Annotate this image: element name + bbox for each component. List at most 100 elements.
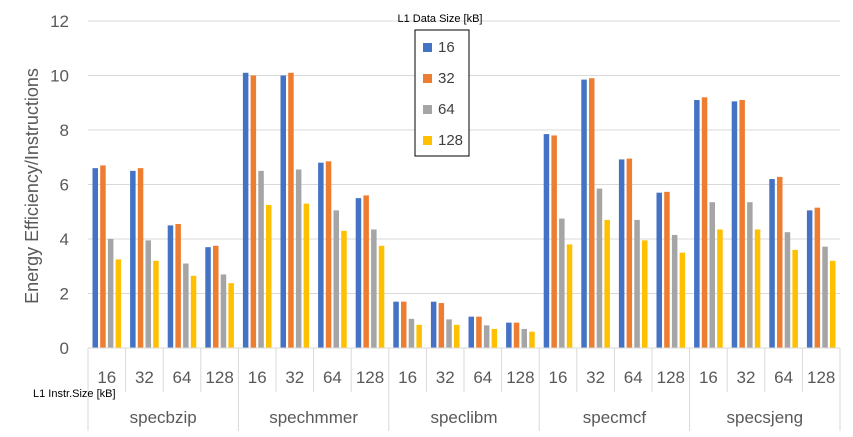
bar: [739, 100, 745, 349]
bar: [280, 75, 286, 348]
bar: [258, 170, 264, 348]
bar: [303, 203, 310, 348]
group-label: specmcf: [583, 408, 647, 427]
bar: [618, 159, 625, 348]
bar: [769, 179, 775, 348]
bar: [671, 234, 678, 348]
bar: [596, 188, 603, 348]
bar: [325, 161, 332, 348]
bars: [92, 72, 836, 349]
bar: [213, 245, 219, 348]
bar: [137, 168, 144, 348]
bar: [717, 229, 723, 348]
bar: [167, 225, 174, 348]
bar: [401, 301, 407, 348]
bar: [205, 247, 211, 348]
bar: [792, 249, 798, 348]
bar: [228, 283, 234, 348]
bar: [371, 229, 377, 348]
bar: [784, 232, 791, 348]
bar: [642, 240, 648, 348]
bar: [333, 210, 339, 348]
x-tick-label: 16: [97, 368, 116, 387]
group-label: spechmmer: [269, 408, 358, 427]
legend-label: 128: [438, 132, 463, 149]
bar: [446, 319, 452, 348]
bar: [513, 322, 520, 348]
bar: [130, 170, 136, 348]
bar: [378, 245, 385, 348]
bar: [363, 195, 369, 348]
bar: [190, 275, 197, 348]
bar: [491, 328, 498, 348]
bar: [777, 176, 783, 348]
bar: [266, 204, 272, 348]
x-tick-label: 32: [737, 368, 756, 387]
x-tick-label: 16: [699, 368, 718, 387]
legend-items: 16 32 64 128: [423, 39, 463, 149]
x-tick-labels: 16 32 64 128 specbzip 16 32 64 128 spechmmer 16 32 6…: [97, 368, 835, 427]
legend-swatch: [423, 43, 432, 52]
y-tick-label: 4: [60, 230, 69, 249]
x-tick-label: 16: [248, 368, 267, 387]
x-tick-label: 128: [807, 368, 835, 387]
bar: [288, 72, 294, 349]
bar: [107, 239, 114, 348]
bar: [242, 72, 249, 349]
bar: [318, 162, 324, 348]
x-tick-label: 16: [398, 368, 417, 387]
bar: [634, 219, 640, 348]
bar: [747, 202, 753, 348]
x-tick-label: 128: [506, 368, 534, 387]
bar: [754, 229, 761, 348]
bar: [468, 316, 474, 348]
bar: [814, 207, 821, 348]
bar: [295, 169, 302, 348]
legend-label: 16: [438, 39, 455, 56]
bar: [153, 260, 159, 348]
x-tick-label: 64: [323, 368, 342, 387]
bar: [438, 303, 445, 348]
x-tick-label: 128: [657, 368, 685, 387]
legend-swatch: [423, 74, 432, 83]
bar: [830, 260, 836, 348]
bar: [806, 210, 813, 348]
bar: [483, 325, 490, 348]
bar: [416, 324, 422, 348]
bar: [220, 274, 227, 348]
bar: [551, 135, 557, 348]
bar: [393, 301, 399, 348]
x-tick-label: 128: [356, 368, 384, 387]
legend: L1 Data Size [kB] 16 32 64 128: [398, 13, 483, 157]
bar: [709, 202, 715, 348]
bar: [250, 75, 257, 348]
bar: [175, 224, 181, 348]
bar: [529, 331, 535, 348]
bar: [731, 101, 738, 348]
x-tick-label: 32: [135, 368, 154, 387]
bar: [115, 259, 122, 348]
x-tick-label: 128: [205, 368, 233, 387]
bar: [664, 191, 670, 348]
legend-swatch: [423, 105, 432, 114]
bar: [183, 263, 189, 348]
y-tick-label: 12: [50, 12, 69, 31]
bar: [566, 244, 573, 348]
group-label: specbzip: [130, 408, 197, 427]
bar: [100, 165, 106, 348]
bar: [92, 168, 98, 348]
bar: [694, 100, 700, 349]
x-tick-label: 32: [436, 368, 455, 387]
axes: [87, 347, 841, 431]
bar: [355, 198, 362, 348]
y-tick-label: 10: [50, 67, 69, 86]
bar: [341, 230, 347, 348]
x-tick-label: 64: [624, 368, 643, 387]
x-tick-label: 16: [549, 368, 568, 387]
bar: [543, 134, 550, 348]
group-label: specsjeng: [727, 408, 804, 427]
bar: [589, 78, 595, 348]
x-tick-label: 32: [586, 368, 605, 387]
bar: [679, 252, 686, 348]
